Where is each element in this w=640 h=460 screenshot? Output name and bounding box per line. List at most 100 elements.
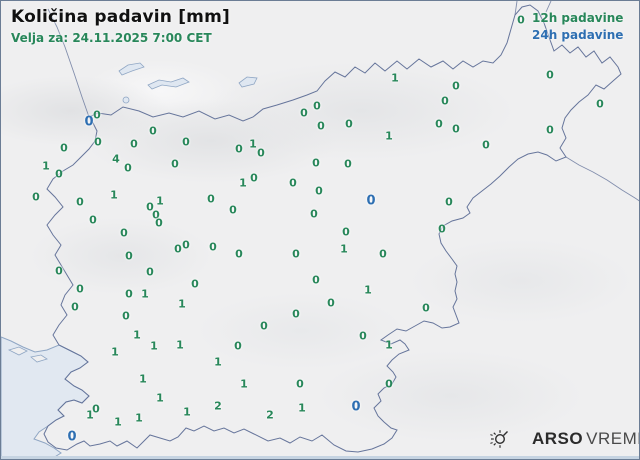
- station-value-12h: 1: [240, 377, 248, 391]
- station-value-12h: 1: [176, 338, 184, 352]
- lagoon-island: [30, 354, 48, 363]
- station-value-12h: 0: [191, 277, 199, 291]
- station-value-12h: 0: [292, 247, 300, 261]
- station-value-12h: 1: [239, 176, 247, 190]
- border-austria-hungary: [545, 1, 552, 13]
- station-value-12h: 1: [364, 283, 372, 297]
- station-value-12h: 0: [235, 142, 243, 156]
- station-value-12h: 0: [125, 287, 133, 301]
- station-value-12h: 1: [385, 129, 393, 143]
- station-value-12h: 0: [55, 264, 63, 278]
- station-value-12h: 0: [60, 141, 68, 155]
- station-value-12h: 0: [125, 249, 133, 263]
- station-value-12h: 0: [174, 242, 182, 256]
- station-value-12h: 2: [266, 408, 274, 422]
- station-value-12h: 0: [422, 301, 430, 315]
- station-value-12h: 0: [146, 200, 154, 214]
- station-value-12h: 0: [89, 213, 97, 227]
- station-value-12h: 0: [300, 106, 308, 120]
- station-value-12h: 0: [379, 247, 387, 261]
- legend-12h-label: 12h padavine: [532, 11, 624, 25]
- logo-arso: ARSO: [532, 429, 584, 448]
- station-value-12h: 1: [340, 242, 348, 256]
- station-value-12h: 0: [317, 119, 325, 133]
- logo-vreme: VREME: [586, 429, 639, 448]
- station-value-12h: 0: [452, 79, 460, 93]
- station-value-12h: 2: [214, 399, 222, 413]
- lake: [238, 76, 258, 88]
- station-value-12h: 0: [345, 117, 353, 131]
- station-value-12h: 1: [139, 372, 147, 386]
- station-value-12h: 1: [150, 339, 158, 353]
- station-value-12h: 1: [156, 194, 164, 208]
- station-value-24h: 0: [67, 429, 77, 445]
- bottom-border-strip: [1, 456, 639, 459]
- station-value-12h: 0: [596, 97, 604, 111]
- station-value-12h: 1: [114, 415, 122, 429]
- station-value-12h: 0: [76, 195, 84, 209]
- lake: [118, 62, 145, 76]
- station-value-12h: 0: [130, 137, 138, 151]
- station-value-12h: 1: [183, 405, 191, 419]
- arso-vreme-logo: ARSOVREME: [488, 428, 639, 450]
- border-italy-austria: [47, 8, 90, 118]
- station-value-12h: 0: [312, 156, 320, 170]
- station-value-12h: 1: [214, 355, 222, 369]
- station-value-12h: 0: [55, 167, 63, 181]
- logo-text: ARSOVREME: [532, 429, 639, 449]
- sun-icon: [490, 430, 508, 448]
- legend-24h-label: 24h padavine: [532, 28, 624, 42]
- station-value-12h: 0: [441, 94, 449, 108]
- station-value-12h: 0: [546, 123, 554, 137]
- station-value-12h: 0: [452, 122, 460, 136]
- station-value-12h: 0: [155, 216, 163, 230]
- legend: 12h padavine 24h padavine: [532, 10, 623, 44]
- station-value-12h: 1: [385, 338, 393, 352]
- station-value-12h: 0: [482, 138, 490, 152]
- station-value-12h: 0: [229, 203, 237, 217]
- station-value-24h: 0: [84, 114, 94, 130]
- station-value-12h: 0: [344, 157, 352, 171]
- station-value-12h: 0: [146, 265, 154, 279]
- station-value-12h: 0: [93, 108, 101, 122]
- valid-time-label: Velja za: 24.11.2025 7:00 CET: [11, 31, 212, 45]
- station-value-12h: 1: [133, 328, 141, 342]
- station-value-12h: 0: [171, 157, 179, 171]
- station-value-12h: 0: [342, 225, 350, 239]
- page-title: Količina padavin [mm]: [11, 7, 230, 27]
- station-value-12h: 0: [94, 135, 102, 149]
- station-value-12h: 0: [445, 195, 453, 209]
- station-value-12h: 0: [296, 377, 304, 391]
- station-value-12h: 4: [112, 152, 120, 166]
- station-value-12h: 0: [92, 402, 100, 416]
- station-value-12h: 0: [250, 171, 258, 185]
- station-value-12h: 0: [546, 68, 554, 82]
- station-value-12h: 0: [235, 247, 243, 261]
- station-value-12h: 0: [32, 190, 40, 204]
- station-value-12h: 0: [310, 207, 318, 221]
- station-value-12h: 0: [260, 319, 268, 333]
- border-croatia-hungary: [565, 156, 639, 202]
- station-value-12h: 1: [110, 188, 118, 202]
- station-value-12h: 0: [385, 377, 393, 391]
- station-value-12h: 1: [141, 287, 149, 301]
- station-value-12h: 1: [156, 391, 164, 405]
- station-value-12h: 0: [234, 339, 242, 353]
- station-value-24h: 0: [366, 193, 376, 209]
- station-value-12h: 1: [298, 401, 306, 415]
- station-value-12h: 0: [149, 124, 157, 138]
- lake: [122, 96, 130, 104]
- station-value-12h: 0: [257, 146, 265, 160]
- station-value-12h: 1: [111, 345, 119, 359]
- station-value-12h: 1: [391, 71, 399, 85]
- station-value-12h: 0: [435, 117, 443, 131]
- lagoon-island: [7, 346, 28, 356]
- border-austria-hungary: [514, 1, 518, 16]
- station-value-24h: 0: [351, 399, 361, 415]
- station-value-12h: 0: [315, 184, 323, 198]
- station-value-12h: 0: [71, 300, 79, 314]
- station-value-12h: 1: [86, 408, 94, 422]
- station-value-12h: 1: [42, 159, 50, 173]
